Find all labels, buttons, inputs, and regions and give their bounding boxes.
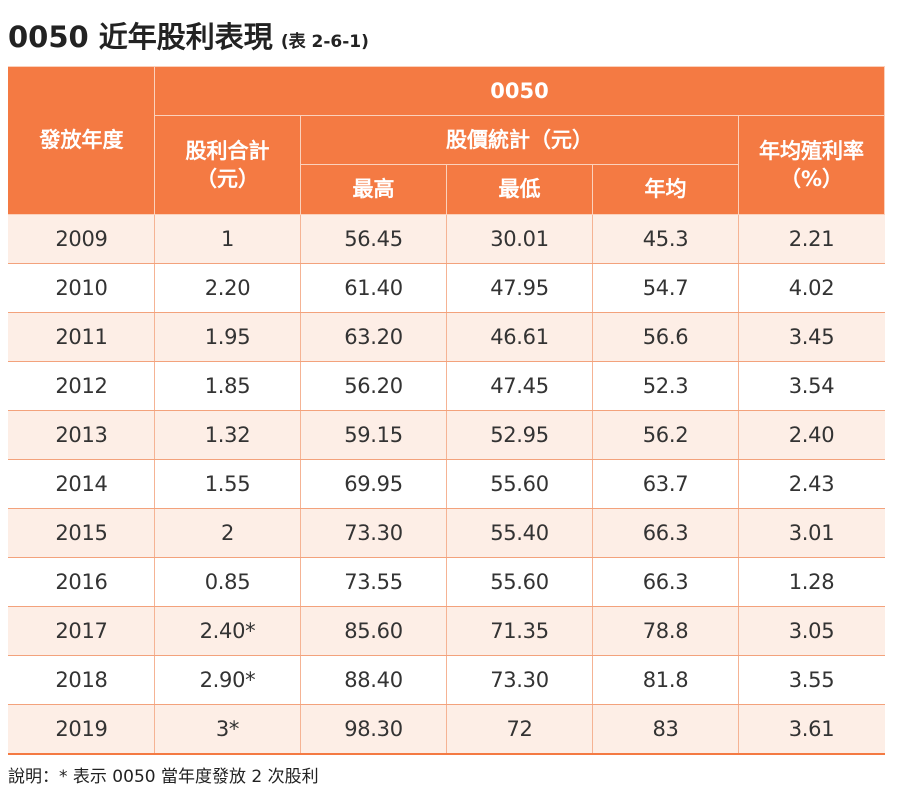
table-row: 2016 0.85 73.55 55.60 66.3 1.28	[8, 557, 885, 607]
cell-yield: 2.40	[738, 410, 885, 460]
cell-high: 63.20	[300, 312, 447, 362]
table-row: 2015 2 73.30 55.40 66.3 3.01	[8, 508, 885, 558]
cell-yield: 3.55	[738, 655, 885, 705]
cell-low: 55.60	[446, 459, 593, 509]
header-yield-label: 年均殖利率	[759, 138, 864, 163]
cell-low: 55.60	[446, 557, 593, 607]
cell-high: 69.95	[300, 459, 447, 509]
table-footnote: 說明：* 表示 0050 當年度發放 2 次股利	[8, 767, 319, 787]
cell-low: 72	[446, 704, 593, 755]
table-row: 2014 1.55 69.95 55.60 63.7 2.43	[8, 459, 885, 509]
cell-dividend: 2	[154, 508, 301, 558]
header-group-0050: 0050	[154, 66, 885, 116]
cell-dividend: 2.40*	[154, 606, 301, 656]
cell-year: 2010	[8, 263, 155, 313]
header-dividend-total: 股利合計 （元）	[154, 115, 301, 215]
header-low: 最低	[446, 164, 593, 215]
header-yield: 年均殖利率 （%）	[738, 115, 885, 215]
table-row: 2013 1.32 59.15 52.95 56.2 2.40	[8, 410, 885, 460]
cell-yield: 2.21	[738, 214, 885, 264]
cell-average: 52.3	[592, 361, 739, 411]
cell-average: 81.8	[592, 655, 739, 705]
table-row: 2011 1.95 63.20 46.61 56.6 3.45	[8, 312, 885, 362]
cell-dividend: 0.85	[154, 557, 301, 607]
cell-average: 63.7	[592, 459, 739, 509]
cell-average: 78.8	[592, 606, 739, 656]
cell-average: 66.3	[592, 557, 739, 607]
cell-yield: 3.45	[738, 312, 885, 362]
cell-average: 66.3	[592, 508, 739, 558]
header-average: 年均	[592, 164, 739, 215]
cell-yield: 3.61	[738, 704, 885, 755]
cell-low: 73.30	[446, 655, 593, 705]
cell-high: 56.45	[300, 214, 447, 264]
cell-dividend: 1.32	[154, 410, 301, 460]
cell-high: 61.40	[300, 263, 447, 313]
cell-year: 2011	[8, 312, 155, 362]
header-high: 最高	[300, 164, 447, 215]
cell-year: 2015	[8, 508, 155, 558]
table-body: 2009 1 56.45 30.01 45.3 2.21 2010 2.20 6…	[8, 214, 885, 755]
cell-low: 55.40	[446, 508, 593, 558]
cell-high: 56.20	[300, 361, 447, 411]
table-row: 2017 2.40* 85.60 71.35 78.8 3.05	[8, 606, 885, 656]
cell-year: 2018	[8, 655, 155, 705]
cell-year: 2017	[8, 606, 155, 656]
cell-average: 56.2	[592, 410, 739, 460]
cell-high: 85.60	[300, 606, 447, 656]
cell-average: 83	[592, 704, 739, 755]
cell-yield: 3.01	[738, 508, 885, 558]
cell-dividend: 2.90*	[154, 655, 301, 705]
cell-low: 47.45	[446, 361, 593, 411]
cell-low: 30.01	[446, 214, 593, 264]
table-row: 2009 1 56.45 30.01 45.3 2.21	[8, 214, 885, 264]
dividend-table: 發放年度 0050 股利合計 （元） 股價統計（元） 年均殖利率 （%） 最高 …	[8, 66, 885, 755]
cell-dividend: 3*	[154, 704, 301, 755]
cell-dividend: 2.20	[154, 263, 301, 313]
table-row: 2019 3* 98.30 72 83 3.61	[8, 704, 885, 755]
header-price-stats: 股價統計（元）	[300, 115, 739, 165]
header-dividend-total-label: 股利合計	[185, 138, 270, 163]
cell-year: 2019	[8, 704, 155, 755]
title-table-number: (表 2-6-1)	[280, 32, 369, 52]
cell-dividend: 1.95	[154, 312, 301, 362]
cell-yield: 1.28	[738, 557, 885, 607]
cell-low: 52.95	[446, 410, 593, 460]
cell-year: 2013	[8, 410, 155, 460]
cell-yield: 2.43	[738, 459, 885, 509]
cell-average: 45.3	[592, 214, 739, 264]
cell-low: 46.61	[446, 312, 593, 362]
cell-dividend: 1.85	[154, 361, 301, 411]
cell-high: 98.30	[300, 704, 447, 755]
cell-average: 56.6	[592, 312, 739, 362]
cell-high: 73.55	[300, 557, 447, 607]
header-dividend-total-unit: （元）	[196, 167, 259, 191]
cell-high: 73.30	[300, 508, 447, 558]
header-yield-unit: （%）	[779, 167, 844, 191]
cell-yield: 3.05	[738, 606, 885, 656]
table-row: 2010 2.20 61.40 47.95 54.7 4.02	[8, 263, 885, 313]
cell-year: 2014	[8, 459, 155, 509]
cell-dividend: 1.55	[154, 459, 301, 509]
title-main: 0050 近年股利表現	[8, 20, 273, 54]
cell-yield: 4.02	[738, 263, 885, 313]
cell-yield: 3.54	[738, 361, 885, 411]
cell-low: 71.35	[446, 606, 593, 656]
table-row: 2012 1.85 56.20 47.45 52.3 3.54	[8, 361, 885, 411]
page-title: 0050 近年股利表現 (表 2-6-1)	[8, 14, 369, 54]
table-header: 發放年度 0050 股利合計 （元） 股價統計（元） 年均殖利率 （%） 最高 …	[8, 66, 885, 215]
cell-high: 88.40	[300, 655, 447, 705]
cell-year: 2009	[8, 214, 155, 264]
cell-year: 2012	[8, 361, 155, 411]
cell-average: 54.7	[592, 263, 739, 313]
header-year: 發放年度	[8, 66, 155, 215]
cell-year: 2016	[8, 557, 155, 607]
cell-dividend: 1	[154, 214, 301, 264]
table-row: 2018 2.90* 88.40 73.30 81.8 3.55	[8, 655, 885, 705]
cell-low: 47.95	[446, 263, 593, 313]
cell-high: 59.15	[300, 410, 447, 460]
